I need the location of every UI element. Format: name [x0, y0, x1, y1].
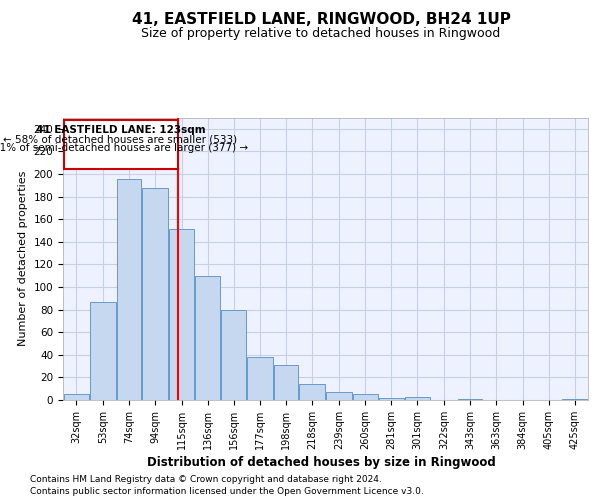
Text: Contains HM Land Registry data © Crown copyright and database right 2024.: Contains HM Land Registry data © Crown c… [30, 476, 382, 484]
Bar [117, 178, 141, 400]
Bar [169, 230, 194, 400]
Text: 41, EASTFIELD LANE, RINGWOOD, BH24 1UP: 41, EASTFIELD LANE, RINGWOOD, BH24 1UP [131, 12, 511, 28]
Text: 41 EASTFIELD LANE: 123sqm: 41 EASTFIELD LANE: 123sqm [35, 126, 205, 136]
Bar [142, 188, 168, 400]
Bar [90, 302, 116, 400]
Bar [299, 384, 325, 400]
Bar [196, 276, 220, 400]
Bar [64, 394, 89, 400]
Text: Size of property relative to detached houses in Ringwood: Size of property relative to detached ho… [142, 28, 500, 40]
Bar [562, 399, 587, 400]
Bar [379, 398, 404, 400]
FancyBboxPatch shape [64, 120, 178, 170]
Y-axis label: Number of detached properties: Number of detached properties [18, 171, 28, 346]
Text: ← 58% of detached houses are smaller (533): ← 58% of detached houses are smaller (53… [4, 134, 238, 144]
Bar [274, 365, 298, 400]
Text: 41% of semi-detached houses are larger (377) →: 41% of semi-detached houses are larger (… [0, 144, 248, 154]
Bar [247, 357, 273, 400]
Text: Contains public sector information licensed under the Open Government Licence v3: Contains public sector information licen… [30, 486, 424, 496]
Bar [326, 392, 352, 400]
Bar [221, 310, 247, 400]
Bar [404, 396, 430, 400]
Text: Distribution of detached houses by size in Ringwood: Distribution of detached houses by size … [146, 456, 496, 469]
Bar [353, 394, 378, 400]
Bar [458, 399, 482, 400]
